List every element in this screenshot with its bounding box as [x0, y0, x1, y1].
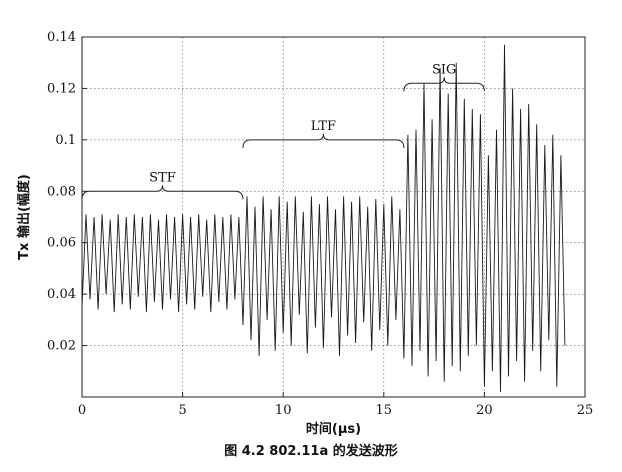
x-tick-label: 0	[78, 403, 86, 418]
y-tick-label: 0.12	[47, 81, 76, 96]
x-axis-title: 时间(μs)	[306, 421, 361, 437]
y-tick-label: 0.06	[47, 236, 76, 251]
y-axis: 0.02 0.04 0.06 0.08 0.1 0.12 0.14	[47, 30, 87, 354]
brace-sig	[403, 77, 485, 92]
grid	[82, 37, 585, 397]
x-tick-label: 25	[577, 403, 594, 418]
brace-ltf	[242, 133, 405, 148]
figure-caption: 图 4.2 802.11a 的发送波形	[224, 444, 398, 459]
series-line	[81, 44, 566, 392]
y-tick-label: 0.04	[47, 287, 76, 302]
y-tick-label: 0.08	[47, 184, 76, 199]
x-axis: 0 5 10 15 20 25	[78, 392, 593, 418]
plot-frame	[81, 36, 586, 398]
brace-stf	[81, 185, 244, 200]
annotation-label: STF	[149, 170, 176, 185]
y-axis-title: Tx 输出(幅度)	[16, 174, 32, 260]
x-tick-label: 20	[476, 403, 493, 418]
annotation-label: SIG	[432, 62, 456, 77]
x-tick-label: 5	[178, 403, 186, 418]
segment-annotations: STF LTF SIG	[81, 62, 485, 200]
y-tick-label: 0.14	[47, 30, 76, 45]
x-tick-label: 15	[376, 403, 393, 418]
annotation-label: LTF	[311, 119, 336, 134]
y-tick-label: 0.1	[55, 133, 76, 148]
y-tick-label: 0.02	[47, 339, 76, 354]
x-tick-label: 10	[275, 403, 292, 418]
